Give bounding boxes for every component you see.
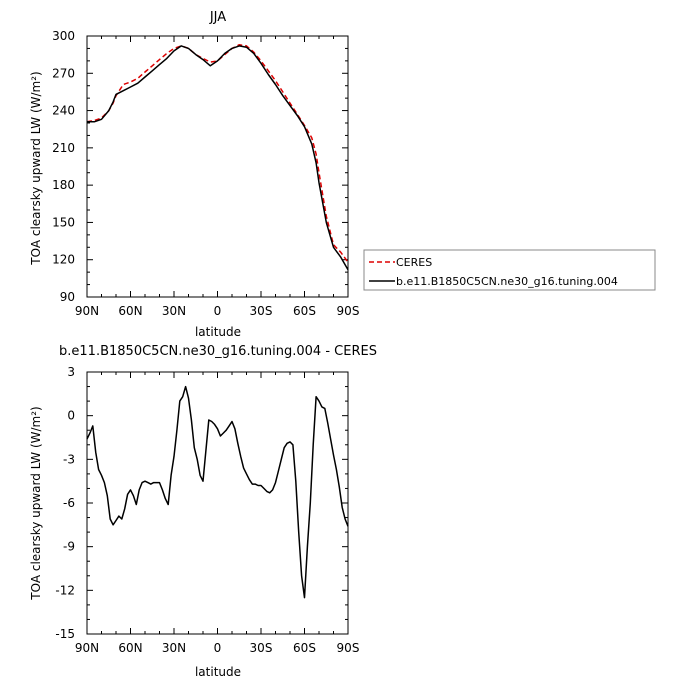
y-tick-label: 0: [67, 409, 75, 423]
bottom-x-axis-label: latitude: [195, 665, 241, 679]
top-ticks: [86, 35, 349, 298]
top-series: [86, 43, 349, 271]
y-tick-label: 210: [52, 141, 75, 155]
x-tick-label: 90S: [337, 304, 360, 318]
x-tick-label: 60S: [293, 641, 316, 655]
y-tick-label: 180: [52, 178, 75, 192]
top-tick-labels: 90N 60N 30N 0 30S 60S 90S 90 120 150 180 210 240 270 3…: [52, 29, 359, 318]
x-tick-label: 90N: [75, 304, 99, 318]
x-tick-label: 90S: [337, 641, 360, 655]
x-tick-label: 30N: [162, 304, 186, 318]
y-tick-label: -3: [63, 452, 75, 466]
legend: CERES b.e11.B1850C5CN.ne30_g16.tuning.00…: [363, 249, 656, 291]
x-tick-label: 30S: [250, 641, 273, 655]
y-tick-label: 300: [52, 29, 75, 43]
series-line-b: [87, 45, 349, 271]
bottom-plot-frame: [86, 371, 349, 635]
top-plot-frame: [86, 35, 349, 298]
series-line-a: [86, 385, 349, 599]
y-tick-label: -12: [55, 583, 75, 597]
bottom-tick-labels: 90N 60N 30N 0 30S 60S 90S 3 0 -3 -6 -9 -12 -15: [55, 365, 359, 655]
bottom-chart-title: b.e11.B1850C5CN.ne30_g16.tuning.004 - CE…: [59, 344, 377, 359]
top-y-axis-label: TOA clearsky upward LW (W/m²): [29, 71, 43, 265]
x-tick-label: 60S: [293, 304, 316, 318]
top-panel: JJA TOA clearsky upward LW (W/m²) latitu…: [29, 10, 359, 339]
top-chart-title: JJA: [209, 10, 226, 25]
y-tick-label: 120: [52, 253, 75, 267]
x-tick-label: 90N: [75, 641, 99, 655]
y-tick-label: 240: [52, 104, 75, 118]
y-tick-label: -9: [63, 540, 75, 554]
x-tick-label: 0: [214, 304, 222, 318]
legend-entry-model: b.e11.B1850C5CN.ne30_g16.tuning.004: [396, 275, 618, 288]
y-tick-label: 150: [52, 215, 75, 229]
legend-box: [363, 249, 656, 291]
x-tick-label: 30N: [162, 641, 186, 655]
bottom-y-axis-label: TOA clearsky upward LW (W/m²): [29, 406, 43, 600]
y-tick-label: 3: [67, 365, 75, 379]
x-tick-label: 30S: [250, 304, 273, 318]
series-line-a: [86, 43, 349, 263]
y-tick-label: -15: [55, 627, 75, 641]
legend-entry-ceres: CERES: [396, 256, 432, 269]
x-tick-label: 60N: [118, 304, 142, 318]
y-tick-label: 270: [52, 66, 75, 80]
y-tick-label: -6: [63, 496, 75, 510]
bottom-panel: b.e11.B1850C5CN.ne30_g16.tuning.004 - CE…: [29, 344, 377, 679]
top-x-axis-label: latitude: [195, 325, 241, 339]
x-tick-label: 60N: [118, 641, 142, 655]
x-tick-label: 0: [214, 641, 222, 655]
y-tick-label: 90: [60, 290, 75, 304]
bottom-series: [86, 385, 349, 599]
